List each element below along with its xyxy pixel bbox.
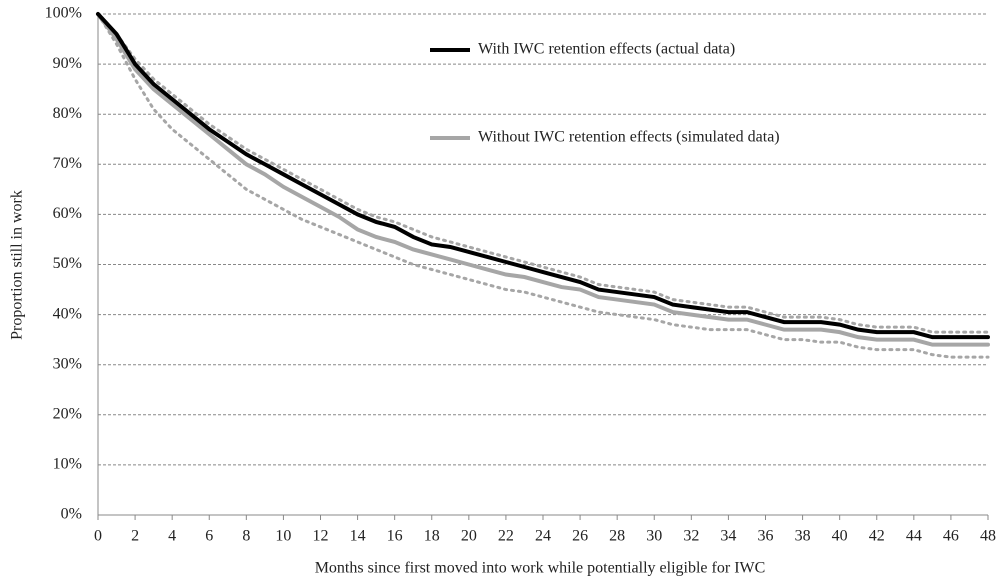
x-tick-label: 2 (131, 528, 139, 545)
x-tick-label: 32 (683, 528, 699, 545)
y-tick-label: 50% (53, 255, 82, 272)
y-tick-label: 70% (53, 155, 82, 172)
y-tick-label: 20% (53, 405, 82, 422)
legend-label: With IWC retention effects (actual data) (478, 41, 735, 58)
x-tick-label: 16 (387, 528, 403, 545)
x-tick-label: 26 (572, 528, 588, 545)
x-tick-label: 8 (242, 528, 250, 545)
x-tick-label: 42 (869, 528, 885, 545)
y-tick-label: 100% (45, 5, 82, 22)
x-tick-label: 44 (906, 528, 922, 545)
x-tick-label: 36 (758, 528, 774, 545)
x-tick-label: 6 (205, 528, 213, 545)
x-tick-label: 38 (795, 528, 811, 545)
x-tick-label: 14 (350, 528, 366, 545)
x-tick-label: 46 (943, 528, 959, 545)
legend-label: Without IWC retention effects (simulated… (478, 129, 780, 146)
series-line (96, 12, 990, 347)
y-tick-label: 10% (53, 456, 82, 473)
y-axis-title: Proportion still in work (9, 190, 26, 340)
x-tick-label: 10 (275, 528, 291, 545)
x-tick-label: 40 (832, 528, 848, 545)
y-tick-label: 0% (61, 506, 82, 523)
x-tick-label: 48 (980, 528, 996, 545)
y-tick-label: 80% (53, 105, 82, 122)
x-tick-label: 22 (498, 528, 514, 545)
bound-line (96, 12, 990, 334)
x-tick-label: 24 (535, 528, 551, 545)
x-tick-label: 20 (461, 528, 477, 545)
y-tick-label: 60% (53, 205, 82, 222)
x-tick-label: 34 (720, 528, 736, 545)
y-tick-label: 40% (53, 305, 82, 322)
y-tick-label: 30% (53, 355, 82, 372)
x-tick-label: 0 (94, 528, 102, 545)
series-line (96, 12, 990, 340)
x-tick-label: 18 (424, 528, 440, 545)
x-axis-title: Months since first moved into work while… (315, 560, 766, 577)
x-tick-label: 12 (313, 528, 329, 545)
x-tick-label: 28 (609, 528, 625, 545)
bound-line (96, 12, 990, 359)
x-tick-label: 30 (646, 528, 662, 545)
y-tick-label: 90% (53, 55, 82, 72)
x-tick-label: 4 (168, 528, 176, 545)
